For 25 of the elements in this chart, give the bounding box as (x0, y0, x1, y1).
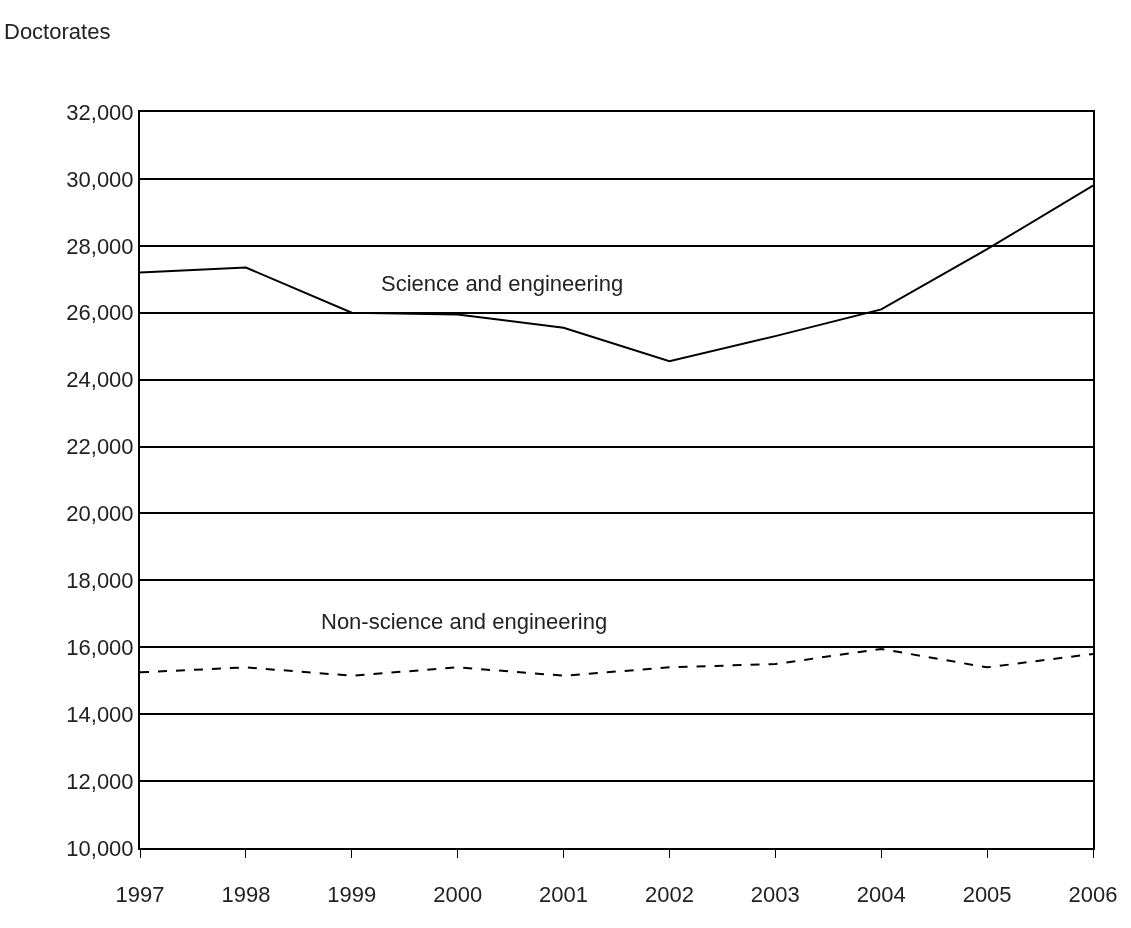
y-tick-label: 18,000 (66, 568, 134, 594)
y-tick-label: 10,000 (66, 835, 134, 861)
y-tick-label: 20,000 (66, 501, 134, 527)
x-tick-label: 1998 (221, 882, 271, 908)
y-tick-label: 26,000 (66, 300, 134, 326)
x-tick-label: 2005 (962, 882, 1012, 908)
x-tick-label: 2006 (1068, 882, 1118, 908)
y-axis-title: Doctorates (4, 19, 111, 44)
x-tick-label: 1999 (327, 882, 377, 908)
y-tick-label: 28,000 (66, 233, 134, 259)
y-tick-label: 12,000 (66, 768, 134, 794)
series-label: Science and engineering (381, 271, 624, 296)
x-tick-label: 2004 (856, 882, 906, 908)
y-tick-label: 14,000 (66, 701, 134, 727)
y-tick-label: 22,000 (66, 434, 134, 460)
y-tick-label: 16,000 (66, 634, 134, 660)
x-tick-label: 2003 (750, 882, 800, 908)
y-tick-label: 32,000 (66, 99, 134, 125)
x-tick-label: 2001 (539, 882, 589, 908)
series-label: Non-science and engineering (321, 609, 608, 634)
x-tick-label: 2000 (433, 882, 483, 908)
x-tick-label: 1997 (115, 882, 165, 908)
x-tick-label: 2002 (644, 882, 694, 908)
y-tick-label: 24,000 (66, 367, 134, 393)
y-tick-label: 30,000 (66, 166, 134, 192)
